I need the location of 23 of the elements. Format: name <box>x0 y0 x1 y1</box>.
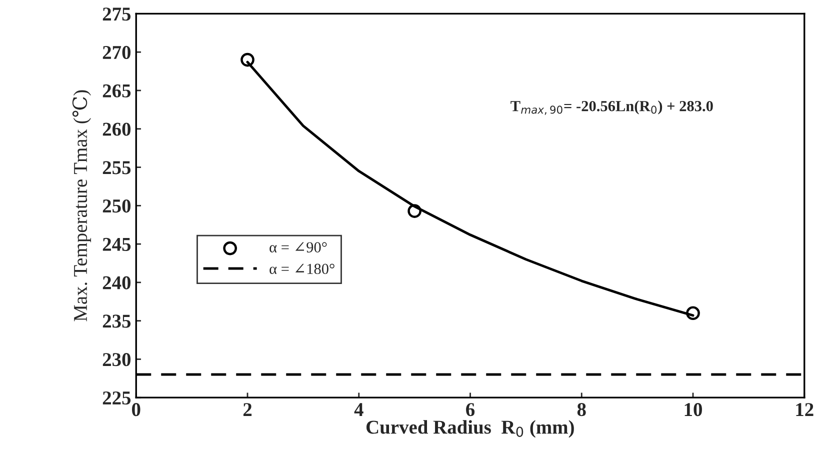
y-axis-title: Max. Temperature Tmax (℃) <box>72 90 91 322</box>
y-tick-label: 225 <box>102 391 131 405</box>
legend-label: α = ∠90° <box>270 242 327 252</box>
x-tick-label: 8 <box>577 403 586 416</box>
y-tick-label: 255 <box>102 161 131 174</box>
x-tick-label: 12 <box>796 403 814 416</box>
x-tick-label: 6 <box>466 403 475 416</box>
annotation: T$_{max,90}$= -20.56Ln(R$_{0}$) + 283.0 <box>510 100 713 115</box>
y-tick-label: 270 <box>102 46 131 60</box>
y-tick-label: 265 <box>102 84 131 98</box>
y-tick-label: 250 <box>102 199 131 213</box>
x-tick-label: 10 <box>684 403 702 416</box>
legend-label: α = ∠180° <box>270 264 334 274</box>
y-tick-label: 245 <box>102 238 131 251</box>
x-tick-label: 0 <box>132 403 140 416</box>
x-tick-label: 4 <box>354 403 364 416</box>
y-tick-label: 235 <box>102 314 131 328</box>
x-axis-title: Curved Radius R$_{0}$ (mm) <box>366 420 574 438</box>
y-tick-label: 240 <box>102 276 131 290</box>
y-tick-label: 275 <box>102 8 131 21</box>
y-tick-label: 260 <box>102 122 131 136</box>
x-tick-label: 2 <box>243 403 252 416</box>
y-tick-label: 230 <box>102 353 131 366</box>
